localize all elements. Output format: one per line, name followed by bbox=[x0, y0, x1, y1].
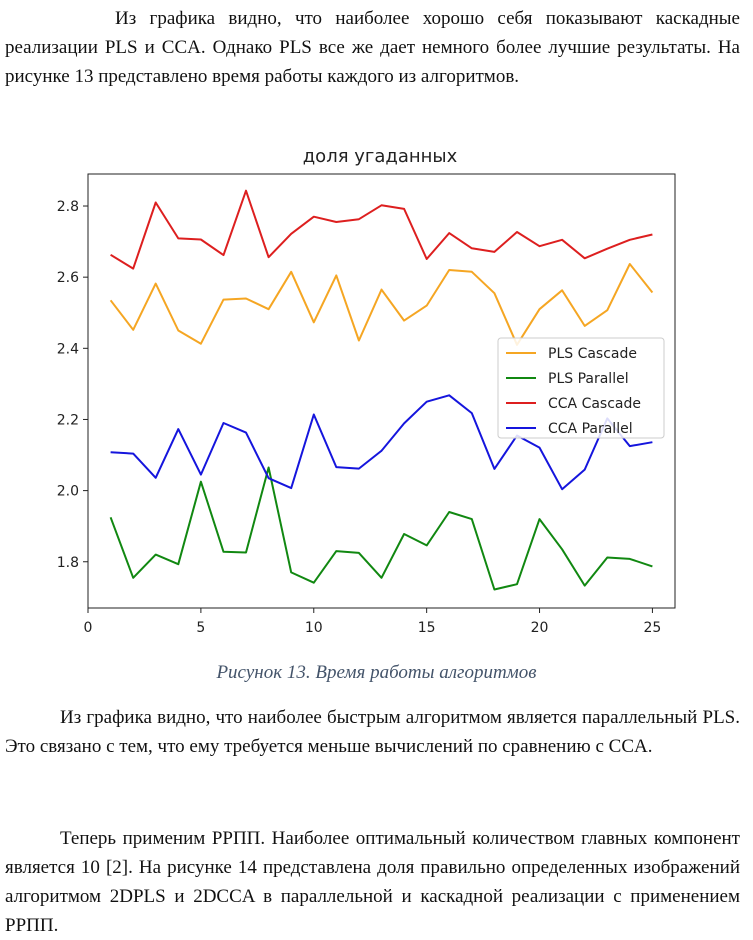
series-line-cca-cascade bbox=[110, 189, 653, 270]
x-tick-label: 20 bbox=[531, 620, 549, 636]
series-line-pls-cascade bbox=[109, 263, 654, 346]
paragraph-intro: Из графика видно, что наиболее хорошо се… bbox=[5, 8, 740, 87]
paragraph-rrpp: Теперь применим РРПП. Наиболее оптимальн… bbox=[5, 828, 740, 936]
y-tick-label: 2.8 bbox=[57, 199, 79, 215]
legend-label: PLS Parallel bbox=[548, 371, 629, 387]
x-axis: 0 5 10 15 20 25 bbox=[84, 608, 662, 636]
series-line-pls-parallel bbox=[109, 466, 653, 591]
figure-caption: Рисунок 13. Время работы алгоритмов bbox=[216, 662, 537, 683]
x-tick-label: 10 bbox=[305, 620, 323, 636]
y-tick-label: 2.2 bbox=[57, 412, 79, 428]
x-tick-label: 0 bbox=[84, 620, 93, 636]
legend-label: PLS Cascade bbox=[548, 346, 637, 362]
legend-box bbox=[497, 337, 665, 439]
chart-title: доля угаданных bbox=[303, 146, 458, 167]
x-tick-label: 5 bbox=[196, 620, 205, 636]
paragraph-speed: Из графика видно, что наиболее быстрым а… bbox=[5, 707, 740, 757]
y-axis: 1.8 2.0 2.2 2.4 2.6 2.8 bbox=[57, 199, 88, 571]
plot-frame bbox=[87, 173, 676, 609]
line-chart: доля угаданных 1.8 2.0 2.2 2.4 2.6 2.8 0 5 10 15… bbox=[57, 146, 676, 636]
series-line-cca-parallel bbox=[110, 394, 653, 491]
y-tick-label: 2.0 bbox=[57, 484, 79, 500]
x-tick-label: 25 bbox=[644, 620, 662, 636]
y-tick-label: 1.8 bbox=[57, 555, 79, 571]
y-tick-label: 2.4 bbox=[57, 341, 79, 357]
legend-label: CCA Cascade bbox=[548, 396, 641, 412]
y-tick-label: 2.6 bbox=[57, 270, 79, 286]
legend: PLS Cascade PLS Parallel CCA Cascade CCA Pa… bbox=[497, 337, 665, 439]
x-tick-label: 15 bbox=[418, 620, 436, 636]
series-lines bbox=[109, 189, 654, 591]
legend-label: CCA Parallel bbox=[548, 421, 633, 437]
